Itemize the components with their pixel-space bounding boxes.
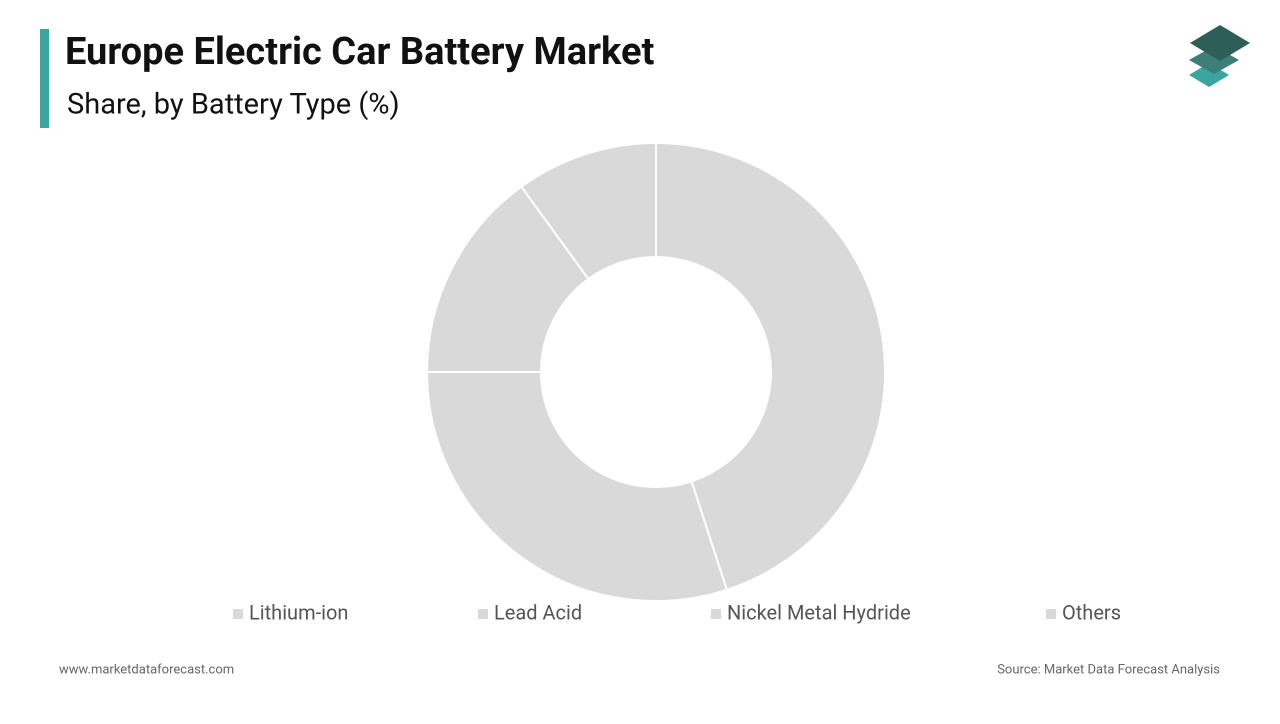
legend-label: Lead Acid — [494, 600, 582, 624]
donut-segment — [425, 371, 729, 602]
legend-swatch — [478, 609, 488, 619]
footer-source: Source: Market Data Forecast Analysis — [997, 662, 1220, 677]
legend-label: Lithium-ion — [249, 600, 348, 624]
chart-title: Europe Electric Car Battery Market — [65, 30, 654, 74]
footer-website: www.marketdataforecast.com — [59, 662, 234, 677]
legend-swatch — [1046, 609, 1056, 619]
donut-segment — [655, 141, 886, 592]
title-accent — [40, 29, 49, 128]
logo — [1189, 25, 1250, 87]
chart-subtitle: Share, by Battery Type (%) — [67, 88, 400, 122]
donut-segment — [520, 141, 657, 281]
donut-segment — [425, 185, 590, 373]
legend-swatch — [711, 609, 721, 619]
legend-label: Others — [1062, 600, 1121, 624]
legend-swatch — [233, 609, 243, 619]
legend-label: Nickel Metal Hydride — [727, 600, 911, 624]
